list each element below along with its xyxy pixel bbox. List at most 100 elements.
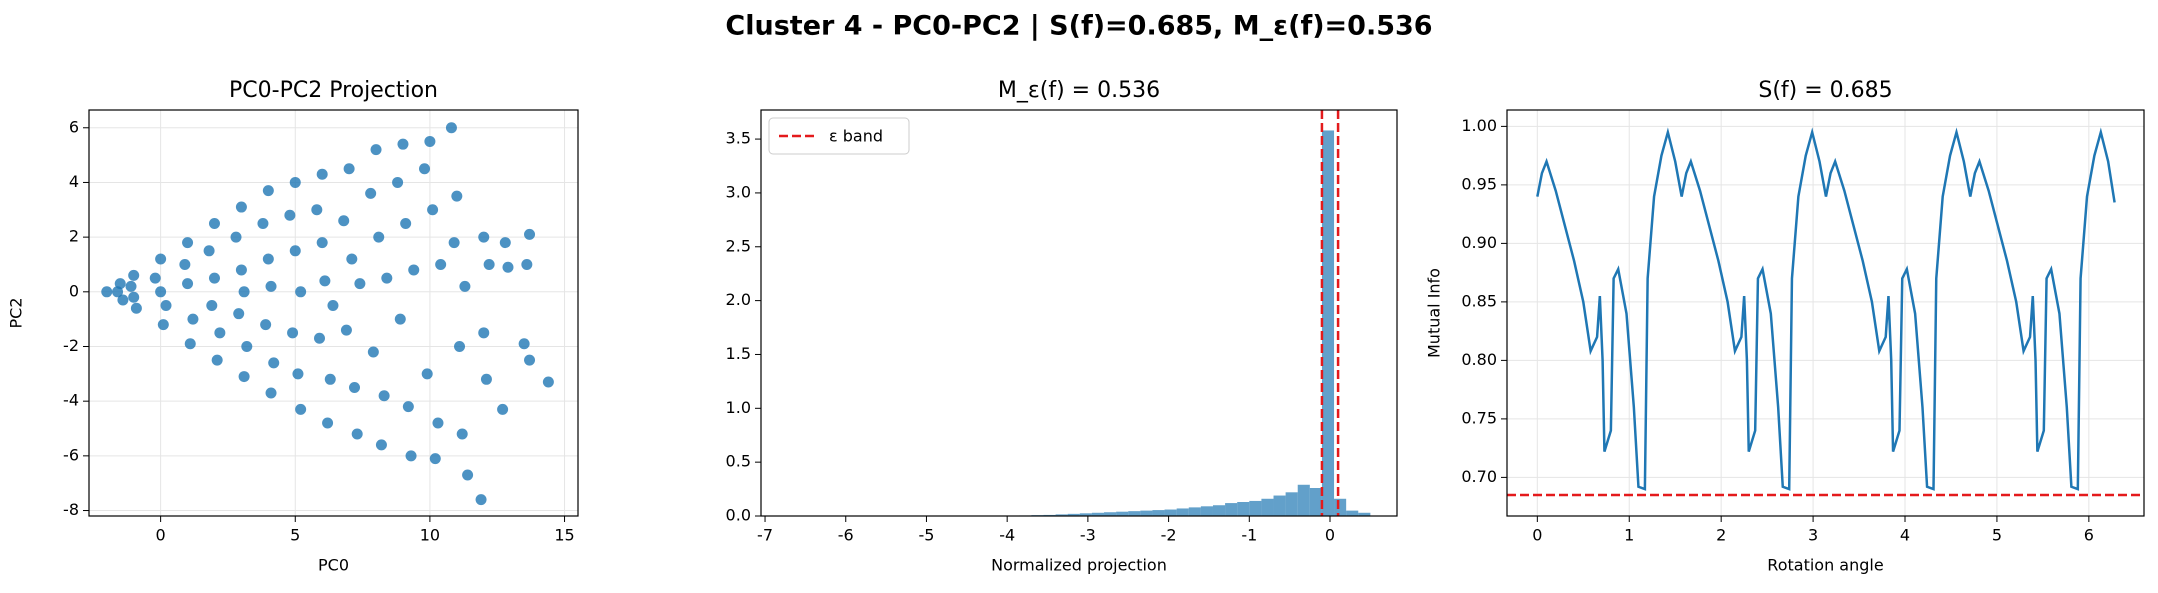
y-tick-label: 0.85 (1461, 291, 1497, 310)
y-tick-label: 1.5 (726, 344, 751, 363)
point (349, 382, 361, 394)
hist-bar (1346, 510, 1359, 516)
point (311, 204, 323, 216)
point (208, 272, 220, 284)
hist-bar (1188, 507, 1201, 516)
point (445, 122, 457, 134)
point (233, 308, 245, 320)
plot-area (1507, 110, 2144, 516)
x-tick-label: -4 (999, 526, 1015, 545)
x-axis-label: Normalized projection (991, 556, 1167, 575)
hist-bar (1200, 506, 1213, 516)
y-tick-label: 1.0 (726, 398, 751, 417)
point (313, 332, 325, 344)
point (524, 354, 536, 366)
point (483, 258, 495, 270)
point (160, 299, 172, 311)
x-tick-label: -6 (838, 526, 854, 545)
hist-bar (1091, 512, 1105, 516)
y-tick-label: 3.5 (726, 129, 751, 148)
point (241, 340, 253, 352)
point (319, 275, 331, 287)
point (429, 453, 441, 465)
x-tick-label: -5 (918, 526, 934, 545)
hist-bar (1249, 500, 1262, 516)
x-tick-label: 2 (1716, 526, 1726, 545)
point (343, 163, 355, 175)
point (125, 280, 137, 292)
point (375, 439, 387, 451)
hist-bar (1104, 512, 1117, 516)
x-tick-label: 3 (1808, 526, 1818, 545)
x-tick-label: 5 (1992, 526, 2002, 545)
hist-bar (1358, 512, 1371, 516)
point (316, 237, 328, 249)
hist-bar (1212, 505, 1226, 516)
hist-bar (1261, 498, 1274, 516)
point (262, 185, 274, 197)
point (524, 228, 536, 240)
y-tick-label: 2 (69, 227, 79, 246)
hist-bar (1273, 495, 1286, 516)
point (419, 163, 431, 175)
point (454, 340, 466, 352)
point (475, 494, 487, 506)
figure-title: Cluster 4 - PC0-PC2 | S(f)=0.685, M_ε(f)… (725, 11, 1432, 42)
y-tick-label: 0.90 (1461, 233, 1497, 252)
x-tick-label: 5 (290, 526, 300, 545)
point (235, 264, 247, 276)
point (128, 269, 140, 281)
point (397, 138, 409, 150)
point (295, 403, 307, 415)
point (424, 135, 436, 147)
point (521, 258, 533, 270)
point (206, 299, 218, 311)
point (518, 338, 530, 350)
point (373, 231, 385, 243)
point (203, 245, 215, 257)
point (338, 215, 350, 227)
axes-frame (1506, 109, 2145, 517)
point (456, 428, 468, 440)
y-tick-label: 6 (69, 117, 79, 136)
point (287, 327, 299, 339)
point (211, 354, 223, 366)
point (542, 376, 554, 388)
axes-frame (760, 109, 1398, 517)
point (112, 286, 124, 298)
plot-area (89, 110, 578, 516)
hist-bar (1067, 513, 1080, 516)
point (408, 264, 420, 276)
point (265, 387, 277, 399)
point (128, 291, 140, 303)
hist-bar (1079, 513, 1092, 516)
point (451, 190, 463, 202)
point (459, 280, 471, 292)
y-tick-label: 3.0 (726, 182, 751, 201)
point (324, 373, 336, 385)
y-axis-label: PC2 (7, 298, 26, 329)
hist-bar (1225, 503, 1238, 516)
y-tick-label: 0.75 (1461, 408, 1497, 427)
x-tick-label: -7 (757, 526, 773, 545)
point (346, 253, 358, 265)
point (378, 390, 390, 402)
point (405, 450, 417, 462)
point (392, 176, 404, 188)
x-axis-label: Rotation angle (1767, 556, 1883, 575)
x-tick-label: 15 (554, 526, 574, 545)
point (257, 217, 269, 229)
hist-bar (1334, 498, 1347, 516)
point (284, 209, 296, 221)
point (179, 258, 191, 270)
x-tick-label: 0 (1532, 526, 1542, 545)
point (427, 204, 439, 216)
y-tick-label: 0.80 (1461, 350, 1497, 369)
point (182, 237, 194, 249)
y-tick-label: -2 (63, 336, 79, 355)
y-tick-label: 4 (69, 172, 79, 191)
point (499, 237, 511, 249)
point (238, 371, 250, 383)
point (497, 403, 509, 415)
x-axis-label: PC0 (318, 556, 349, 575)
